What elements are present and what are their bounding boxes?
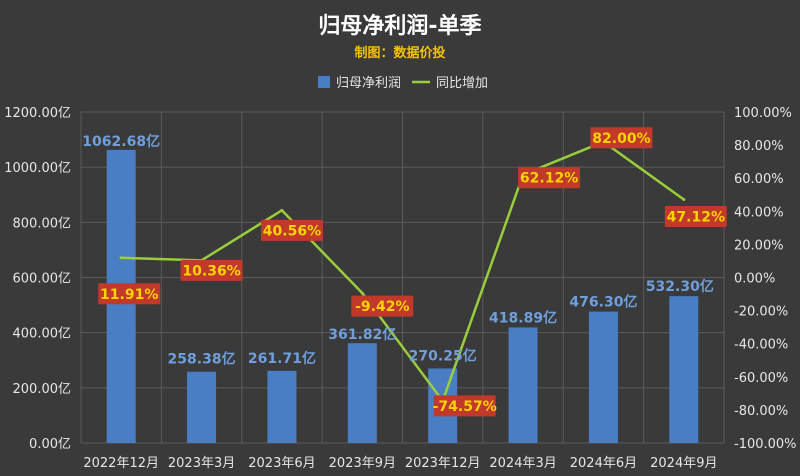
bar-value-label: 361.82亿 [328, 326, 396, 343]
bar-7 [669, 296, 699, 443]
y-right-tick-label: -80.00% [734, 404, 788, 419]
bar-3 [347, 343, 377, 443]
pct-value-label: 82.00% [592, 131, 650, 147]
pct-value-label: 40.56% [263, 223, 321, 239]
yoy-point-7 [682, 198, 686, 202]
pct-label-box [351, 295, 414, 317]
pct-value-label: 47.12% [667, 210, 725, 226]
pct-label-box [180, 259, 243, 281]
chart-title: 归母净利润-单季 [318, 13, 481, 39]
y-left-tick-label: 400.00亿 [13, 327, 72, 342]
grid [80, 111, 725, 444]
bar-6 [588, 311, 618, 443]
legend: 归母净利润 同比增加 [318, 76, 488, 91]
y-left-tick-label: 600.00亿 [13, 272, 72, 287]
y-left-tick-label: 1200.00亿 [4, 106, 71, 121]
yoy-point-0 [119, 256, 123, 260]
yoy-line [121, 140, 685, 403]
y-right-tick-label: -60.00% [734, 371, 788, 386]
pct-label-box [260, 219, 323, 241]
y-left-tick-label: 200.00亿 [13, 382, 72, 397]
x-tick-label: 2023年3月 [168, 456, 235, 471]
right-axis: -100.00% -80.00% -60.00% -40.00% -20.00% 0.00… [734, 106, 797, 452]
x-tick-label: 2024年9月 [650, 456, 717, 471]
x-tick-label: 2022年12月 [83, 456, 159, 471]
y-left-tick-label: 0.00亿 [29, 437, 71, 452]
x-tick-label: 2024年3月 [489, 456, 556, 471]
legend-label-bar: 归母净利润 [336, 76, 401, 91]
y-right-tick-label: 0.00% [734, 272, 775, 287]
pct-labels: 11.91% 10.36% 40.56% -9.42% -74.57% 62.12% 82.… [98, 127, 727, 417]
bar-value-label: 270.25亿 [409, 347, 477, 364]
y-left-tick-label: 800.00亿 [13, 216, 72, 231]
legend-swatch-bar [318, 76, 330, 88]
x-axis: 2022年12月 2023年3月 2023年6月 2023年9月 2023年12月 202… [83, 456, 717, 471]
y-right-tick-label: -40.00% [734, 338, 788, 353]
pct-value-label: -74.57% [433, 399, 497, 415]
x-tick-label: 2024年6月 [570, 456, 637, 471]
pct-label-box [433, 395, 496, 417]
x-tick-label: 2023年9月 [329, 456, 396, 471]
bar-2 [267, 370, 297, 443]
bar-value-label: 418.89亿 [489, 309, 557, 326]
y-right-tick-label: 60.00% [734, 172, 784, 187]
x-tick-label: 2023年6月 [248, 456, 315, 471]
pct-label-box [590, 127, 653, 149]
y-right-tick-label: 20.00% [734, 238, 784, 253]
y-right-tick-label: 40.00% [734, 205, 784, 220]
pct-value-label: 11.91% [100, 287, 158, 303]
bar-value-label: 476.30亿 [569, 294, 637, 311]
pct-value-label: 10.36% [182, 263, 240, 279]
legend-label-line: 同比增加 [436, 76, 488, 91]
pct-label-box [518, 167, 581, 189]
bar-value-label: 261.71亿 [248, 350, 316, 367]
yoy-point-3 [360, 291, 364, 295]
bar-5 [508, 327, 538, 443]
pct-value-label: -9.42% [355, 299, 409, 315]
left-axis: 0.00亿 200.00亿 400.00亿 600.00亿 800.00亿 1000.00… [4, 106, 71, 452]
bar-value-label: 258.38亿 [168, 351, 236, 368]
bar-labels: 1062.68亿 258.38亿 261.71亿 361.82亿 270.25亿 418.… [82, 133, 714, 368]
bar-value-label: 1062.68亿 [82, 133, 160, 150]
y-left-tick-label: 1000.00亿 [4, 161, 71, 176]
bar-value-label: 532.30亿 [646, 278, 714, 295]
y-right-tick-label: -100.00% [734, 437, 797, 452]
y-right-tick-label: 100.00% [734, 106, 792, 121]
x-tick-label: 2023年12月 [405, 456, 481, 471]
chart-subtitle: 制图：数据价投 [354, 45, 445, 61]
y-right-tick-label: 80.00% [734, 139, 784, 154]
bar-1 [187, 371, 217, 443]
pct-value-label: 62.12% [520, 171, 578, 187]
pct-label-box [98, 283, 161, 305]
y-right-tick-label: -20.00% [734, 305, 788, 320]
yoy-point-2 [280, 208, 284, 212]
pct-label-box [664, 206, 727, 228]
